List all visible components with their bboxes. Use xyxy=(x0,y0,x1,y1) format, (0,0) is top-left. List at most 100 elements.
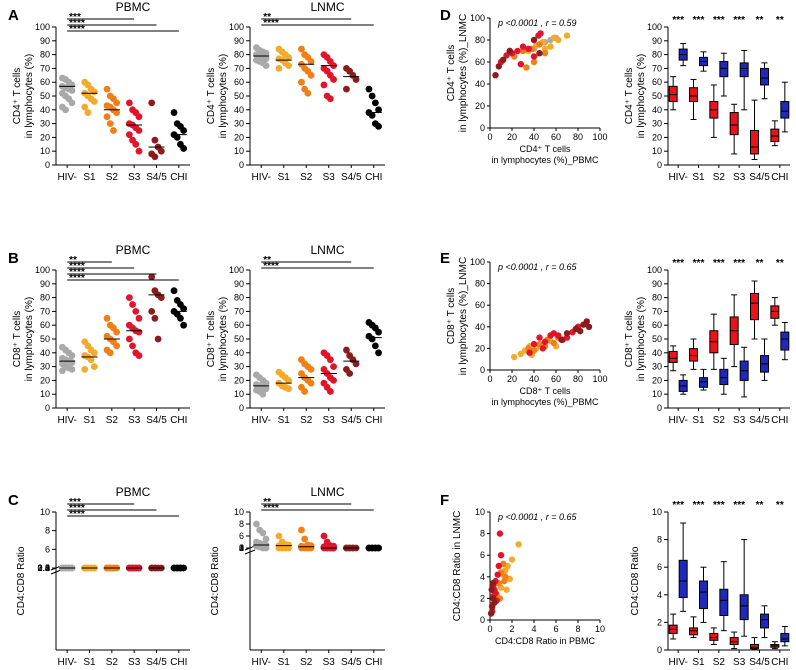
E-corr-xtick-label-3: 60 xyxy=(551,374,561,384)
F-corr-ytick-label-2: 4 xyxy=(480,572,485,582)
F-box-lnmc-S1-box xyxy=(699,580,708,610)
F-corr-point-S3-8 xyxy=(496,530,504,537)
A-lnmc-point-CHI-1 xyxy=(368,92,376,100)
A-lnmc-ytick-label-7: 70 xyxy=(234,63,244,73)
B-lnmc-point-S3-2 xyxy=(326,356,334,364)
A-pbmc-point-S3-8 xyxy=(125,131,133,139)
E-corr-point-S1-0 xyxy=(511,353,518,361)
B-pbmc-sig-label-3: **** xyxy=(69,273,85,284)
B-lnmc-xtick-label-0: HIV- xyxy=(252,415,271,426)
F-corr-xtick-label-0: 0 xyxy=(487,624,492,634)
A-lnmc-ytick-label-2: 20 xyxy=(234,132,244,142)
B-lnmc-point-S4/5-0 xyxy=(343,346,350,354)
F-corr-point-S2-6 xyxy=(502,573,509,580)
B-lnmc-point-CHI-5 xyxy=(368,335,376,343)
panel-letter-D: D xyxy=(440,7,451,24)
D-box-xtick-label-2: S2 xyxy=(713,172,726,183)
F-corr-stat: p <0.0001 , r = 0.65 xyxy=(497,512,578,522)
F-corr-xlabel-0: CD4:CD8 Ratio in PBMC xyxy=(495,636,596,646)
B-pbmc-ytick-label-10: 100 xyxy=(35,265,50,275)
D-corr-point-S3-10 xyxy=(537,30,544,37)
C-lnmc-ytick-label-2: 2 xyxy=(239,543,244,553)
E-box-sig-S1: *** xyxy=(693,258,705,269)
F-box-lnmc-S2-box xyxy=(719,588,729,617)
A-pbmc-point-S4/5-0 xyxy=(148,99,156,107)
B-lnmc-sig-label-0: ** xyxy=(263,255,271,266)
A-pbmc-point-S3-11 xyxy=(135,147,143,155)
F-corr-point-S4/5-3 xyxy=(488,586,495,593)
D-corr-point-S3-1 xyxy=(503,52,510,59)
B-pbmc-xtick-label-4: S4/5 xyxy=(146,415,167,426)
A-pbmc-point-S4/5-5 xyxy=(151,153,159,161)
F-box-xtick-label-2: S2 xyxy=(713,657,726,665)
A-pbmc-point-CHI-5 xyxy=(173,134,181,141)
E-corr-point-S4/5-1 xyxy=(563,330,571,337)
F-box-pbmc-S4/5-box xyxy=(750,643,759,650)
A-lnmc-point-S3-7 xyxy=(330,76,337,83)
F-box-sig-CHI: ** xyxy=(776,500,784,511)
C-lnmc-point-S2-10 xyxy=(304,544,312,552)
B-pbmc-point-S3-3 xyxy=(135,314,143,322)
E-corr-point-S4/5-6 xyxy=(585,323,593,330)
F-box-xtick-label-0: HIV- xyxy=(668,657,687,665)
E-box-ytick-label-8: 80 xyxy=(652,293,662,303)
D-box-lnmc-CHI-box xyxy=(780,101,790,119)
E-box-ytick-label-5: 50 xyxy=(652,334,662,344)
A-lnmc-ytick-label-8: 80 xyxy=(234,50,244,60)
A-pbmc-xtick-label-0: HIV- xyxy=(57,172,76,183)
A-pbmc-point-S2-9 xyxy=(106,120,114,127)
B-pbmc-point-S2-3 xyxy=(113,328,121,336)
B-lnmc-ytick-label-1: 10 xyxy=(234,389,244,399)
E-box-xtick-label-5: CHI xyxy=(771,415,788,426)
F-box-xtick-label-5: CHI xyxy=(771,657,788,665)
A-pbmc-point-S2-10 xyxy=(110,127,117,134)
D-box-ylabel-0: CD4⁺ T cells xyxy=(624,68,635,125)
B-pbmc-point-HIV--12 xyxy=(58,367,66,375)
E-box-pbmc-HIV--box xyxy=(668,350,678,363)
D-corr-ytick-label-2: 40 xyxy=(475,79,485,89)
F-box-ytick-label-3: 6 xyxy=(657,562,662,572)
A-lnmc-point-S1-7 xyxy=(285,62,292,70)
C-pbmc-ytick-label-0: 0 xyxy=(45,563,50,573)
D-box-ytick-label-2: 20 xyxy=(652,132,662,142)
D-box-ytick-label-3: 30 xyxy=(652,119,662,129)
E-box-ylabel-0: CD8⁺ T cells xyxy=(624,311,635,368)
A-pbmc-point-S1-3 xyxy=(90,88,98,96)
C-lnmc-xtick-label-3: S3 xyxy=(323,657,336,665)
B-lnmc-point-S2-3 xyxy=(307,365,315,373)
E-box-pbmc-S1-box xyxy=(689,348,698,362)
C-lnmc-ytick-label-7: 10 xyxy=(234,507,244,517)
C-lnmc-point-HIV--3 xyxy=(262,535,270,543)
F-corr-point-S4/5-5 xyxy=(489,580,496,587)
E-box-lnmc-S1-box xyxy=(699,377,708,388)
panel-letter-C: C xyxy=(8,492,19,509)
C-lnmc-point-S2-1 xyxy=(301,535,309,543)
E-corr-point-S4/5-5 xyxy=(583,318,590,325)
D-box-xtick-label-0: HIV- xyxy=(668,172,687,183)
D-corr-ytick-label-1: 20 xyxy=(475,101,485,111)
B-pbmc-ytick-label-6: 60 xyxy=(40,320,50,330)
A-lnmc-xtick-label-1: S1 xyxy=(278,172,291,183)
C-lnmc-xtick-label-5: CHI xyxy=(365,657,382,665)
B-pbmc-xtick-label-3: S3 xyxy=(128,415,141,426)
E-box-lnmc-CHI-box xyxy=(780,331,790,351)
C-lnmc-ytick-label-1: 1 xyxy=(239,543,244,553)
D-box-lnmc-S3-box xyxy=(739,62,749,78)
D-box-ytick-label-10: 100 xyxy=(647,22,662,32)
A-lnmc-ylabel-1: in lymphocytes (%) xyxy=(218,54,229,138)
B-lnmc-point-S3-3 xyxy=(330,363,337,370)
A-pbmc-point-HIV--13 xyxy=(62,106,69,114)
B-lnmc-ylabel-0: CD8⁺ T cells xyxy=(206,311,217,368)
E-corr-point-S3-0 xyxy=(530,340,538,348)
F-corr-ytick-label-5: 10 xyxy=(475,507,485,517)
D-corr-xtick-label-1: 20 xyxy=(507,132,517,142)
C-pbmc-axis-break-2 xyxy=(50,569,62,575)
B-lnmc-xtick-label-1: S1 xyxy=(278,415,291,426)
D-box-ytick-label-6: 60 xyxy=(652,77,662,87)
C-lnmc-title: LNMC xyxy=(310,485,344,499)
B-lnmc-ytick-label-6: 60 xyxy=(234,320,244,330)
D-corr-point-S4/5-3 xyxy=(506,47,513,55)
A-lnmc-point-S2-8 xyxy=(298,78,305,86)
A-lnmc-point-CHI-3 xyxy=(375,106,382,114)
E-box-ytick-label-6: 60 xyxy=(652,320,662,330)
